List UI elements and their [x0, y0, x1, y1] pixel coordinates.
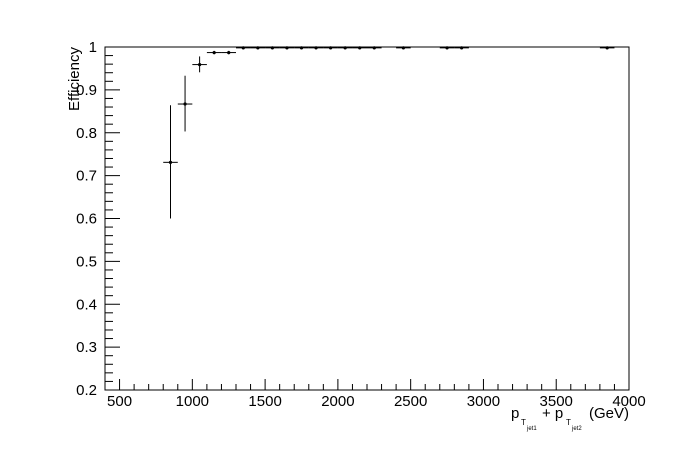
x-axis-tick-labels: 500 1000 1500 2000 2500 3000 3500 4000 — [107, 393, 646, 410]
point-marker — [183, 102, 187, 106]
data-point — [163, 105, 178, 219]
x-title-subsub1: jet1 — [526, 426, 537, 432]
data-point — [599, 46, 615, 50]
point-marker — [605, 46, 609, 50]
y-tick-label: 1 — [89, 39, 97, 56]
data-point — [396, 46, 411, 50]
data-point — [454, 46, 469, 50]
data-point — [206, 50, 222, 55]
point-marker — [241, 46, 245, 50]
point-marker — [372, 46, 376, 50]
x-axis-ticks — [104, 379, 630, 390]
plot-frame — [104, 46, 630, 391]
point-marker — [299, 46, 304, 50]
y-axis-title: Efficiency — [66, 47, 83, 111]
point-marker — [270, 46, 274, 50]
x-title-plus: + p — [542, 405, 563, 422]
point-marker — [168, 160, 173, 164]
data-point — [250, 46, 266, 50]
point-marker — [256, 46, 260, 50]
data-point — [279, 46, 295, 50]
data-point — [265, 46, 280, 50]
point-marker — [198, 62, 202, 67]
x-title-p1: p — [511, 405, 519, 422]
data-point — [221, 50, 236, 55]
x-tick-label: 3500 — [540, 393, 573, 410]
x-tick-label: 1000 — [176, 393, 209, 410]
point-marker — [358, 46, 362, 50]
y-tick-label: 0.2 — [76, 382, 97, 399]
x-tick-label: 4000 — [612, 393, 645, 410]
data-point — [192, 56, 207, 73]
x-tick-label: 2000 — [321, 393, 354, 410]
data-point — [294, 46, 309, 50]
x-tick-label: 2500 — [394, 393, 427, 410]
y-tick-label: 0.3 — [76, 339, 97, 356]
point-marker — [212, 50, 216, 55]
data-point — [352, 46, 367, 50]
y-axis-ticks — [105, 46, 120, 391]
point-marker — [314, 46, 318, 50]
data-point — [337, 46, 353, 50]
y-tick-label: 0.7 — [76, 168, 97, 185]
x-title-subsub2: jet2 — [571, 426, 582, 432]
x-tick-label: 1500 — [248, 393, 281, 410]
data-point — [439, 46, 455, 50]
point-marker — [329, 46, 333, 50]
data-point — [236, 46, 251, 50]
point-marker — [401, 46, 405, 50]
point-marker — [460, 46, 464, 50]
y-tick-label: 0.5 — [76, 253, 97, 270]
x-tick-label: 500 — [107, 393, 132, 410]
y-tick-label: 0.4 — [76, 296, 97, 313]
data-point — [308, 46, 324, 50]
data-point — [177, 75, 193, 132]
point-marker — [445, 46, 449, 50]
x-axis-title: p T jet1 + p T jet2 (GeV) — [511, 405, 629, 434]
x-title-sub2: T — [566, 418, 571, 427]
y-axis-tick-labels: 0.2 0.3 0.4 0.5 0.6 0.7 0.8 0.9 1 — [76, 39, 97, 399]
point-marker — [343, 46, 347, 50]
x-tick-label: 3000 — [467, 393, 500, 410]
data-point — [367, 46, 382, 50]
point-marker — [227, 50, 231, 55]
point-marker — [285, 46, 289, 50]
x-title-sub1: T — [521, 418, 526, 427]
data-points — [163, 46, 615, 219]
y-tick-label: 0.8 — [76, 125, 97, 142]
y-tick-label: 0.6 — [76, 211, 97, 228]
x-title-unit: (GeV) — [589, 405, 629, 422]
y-tick-label: 0.9 — [76, 82, 97, 99]
data-point — [323, 46, 338, 50]
